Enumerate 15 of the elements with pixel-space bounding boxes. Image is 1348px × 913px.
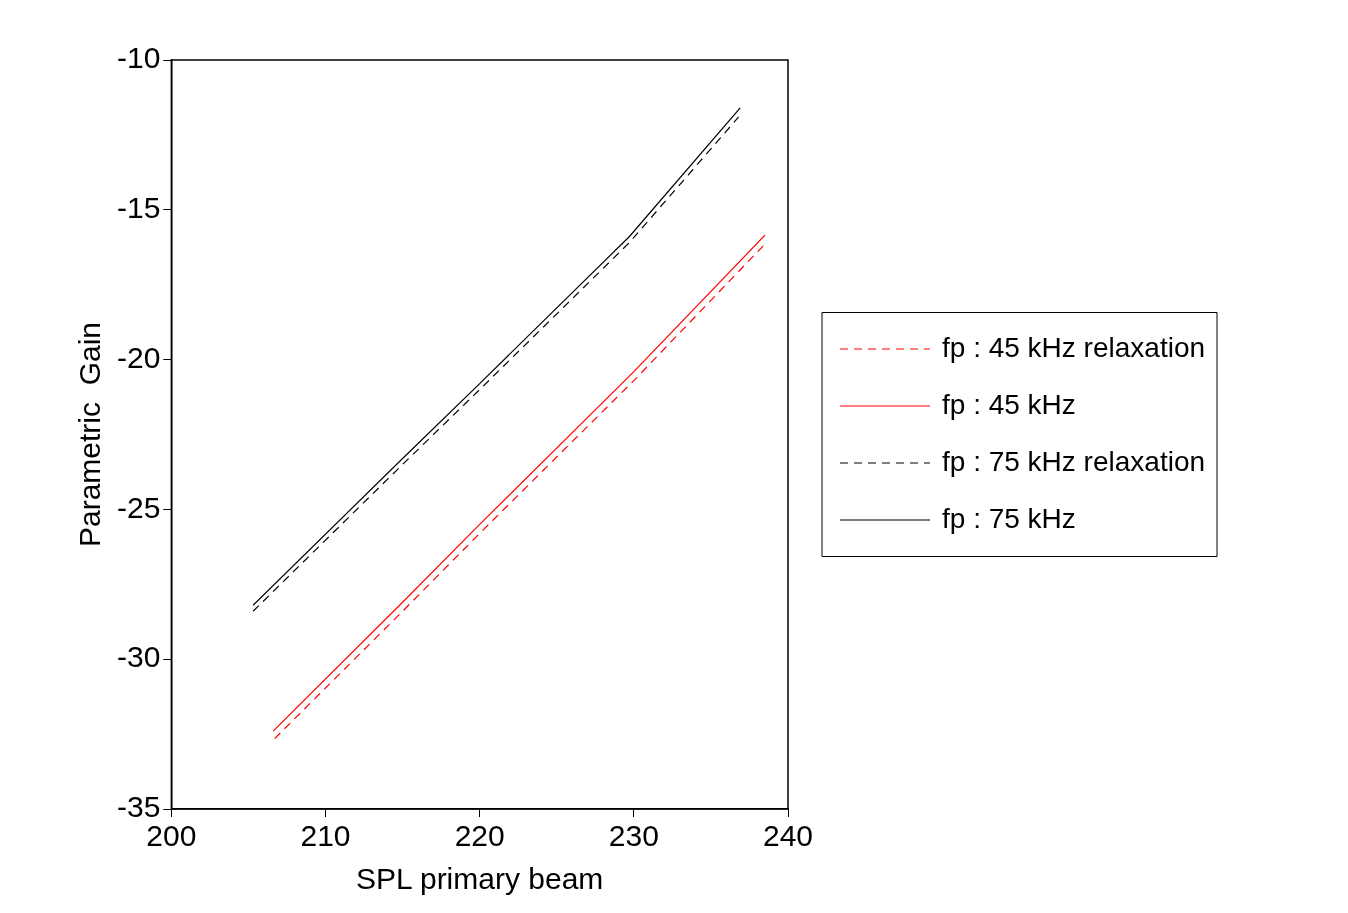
y-tick-label: -10: [117, 41, 161, 75]
x-tick-label: 210: [300, 819, 351, 853]
legend-label: fp : 45 kHz: [942, 388, 1076, 420]
legend-label: fp : 75 kHz relaxation: [942, 445, 1206, 477]
legend-label: fp : 45 kHz relaxation: [942, 331, 1206, 363]
x-tick-label: 240: [762, 819, 814, 853]
x-tick-label: 230: [608, 819, 659, 853]
y-tick-label: -30: [117, 640, 161, 674]
y-tick-label: -25: [117, 490, 161, 524]
x-axis-title: SPL primary beam: [356, 862, 604, 896]
y-tick-label: -20: [117, 340, 161, 374]
y-axis-title: Parametric Gain: [73, 321, 107, 548]
x-tick-label: 220: [454, 819, 505, 853]
y-tick-label: -15: [117, 191, 161, 225]
legend-label: fp : 75 kHz: [942, 502, 1076, 534]
